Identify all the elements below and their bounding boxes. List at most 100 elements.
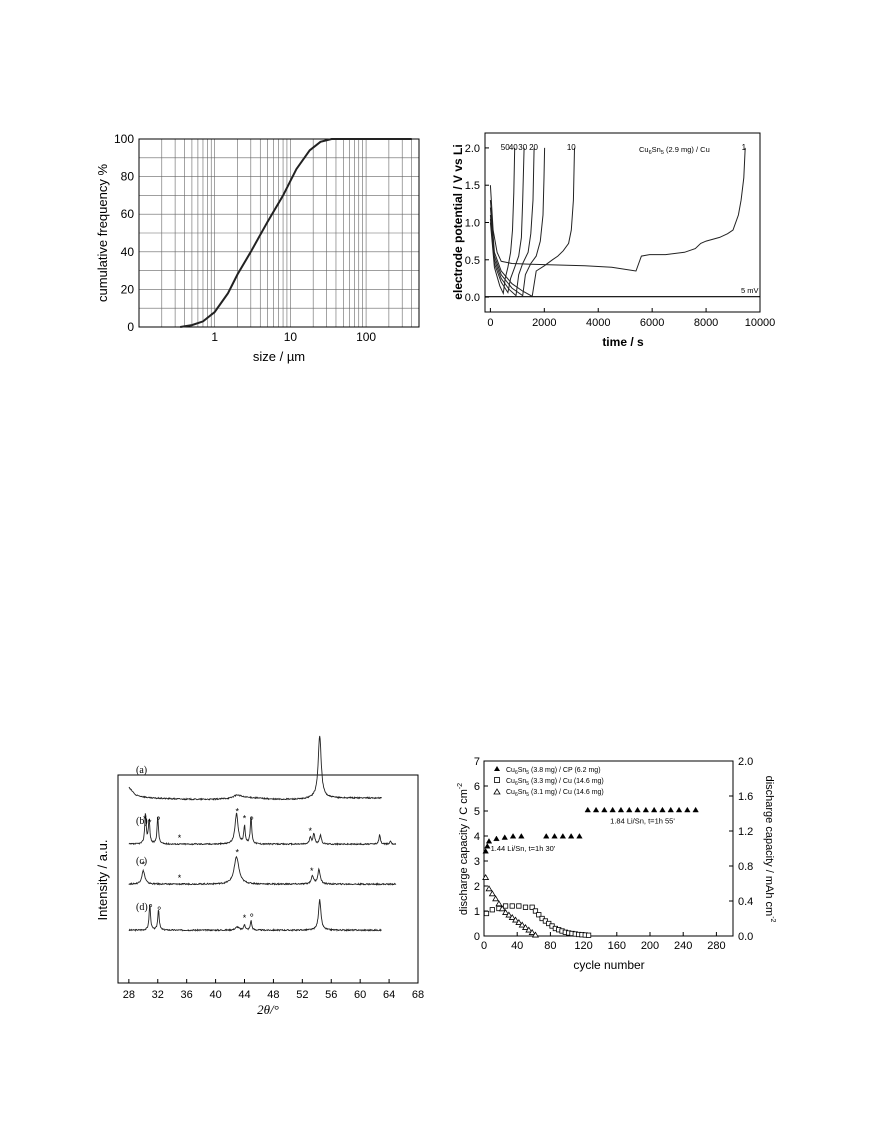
capacity-points [482, 806, 699, 938]
legend-open-triangle [493, 788, 501, 795]
diffraction-patterns: (a)(b)* * °*** °*(c)****(d) ° °* ° [128, 735, 397, 932]
x-tick-label: 80 [544, 940, 556, 952]
x-tick-label: 8000 [694, 317, 718, 329]
y-tick-label: 1.5 [465, 180, 480, 192]
filled-triangle-point [601, 806, 608, 813]
xrd-pattern [128, 899, 382, 932]
y-tick-label: 0.5 [465, 255, 480, 267]
filled-triangle-point [584, 806, 591, 813]
x-axis-label: 2θ/° [257, 1002, 279, 1017]
star-marker: * [236, 807, 240, 817]
annotations: 1.44 Li/Sn, t=1h 30' 1.84 Li/Sn, t=1h 55' [491, 817, 676, 854]
y-tick-label: 7 [474, 756, 480, 768]
circle-marker: ° [250, 815, 254, 827]
open-square-point [522, 904, 529, 910]
y-axis-label: electrode potential / V vs Li [451, 144, 465, 299]
open-triangle-point [515, 918, 523, 925]
legend-filled-triangle [494, 766, 500, 771]
x-tick-label: 240 [674, 940, 692, 952]
open-triangle-point [488, 890, 496, 897]
pattern-label: (d) [136, 902, 148, 913]
filled-triangle-point [543, 833, 550, 839]
cycle-label: 10 [567, 143, 576, 152]
star-marker: * [236, 848, 240, 858]
y2-tick-label: 1.6 [738, 791, 753, 803]
y-tick-label: 3 [474, 856, 480, 868]
open-square-point [532, 908, 539, 914]
x-tick-label: 56 [325, 989, 337, 1001]
xrd-pattern [128, 735, 383, 801]
x-tick-label: 52 [296, 989, 308, 1001]
pattern-label: (a) [136, 765, 147, 776]
x-tick-label: 44 [238, 989, 250, 1001]
star-marker: * [142, 860, 146, 870]
legend-entry-2: Cu6Sn5 (3.3 mg) / Cu (14.6 mg) [506, 778, 604, 787]
x-tick-label: 40 [511, 940, 523, 952]
open-square-point [529, 904, 535, 910]
y2-tick-label: 0.4 [738, 896, 753, 908]
y-tick-label: 2 [474, 881, 480, 893]
plot-frame [117, 774, 419, 984]
xrd-pattern [128, 812, 397, 846]
open-triangle-point [485, 885, 493, 892]
filled-triangle-point [509, 833, 517, 839]
star-marker: * [243, 814, 247, 824]
y2-tick-label: 1.2 [738, 826, 753, 838]
filled-triangle-point [518, 833, 525, 839]
y-tick-label: 6 [474, 781, 480, 793]
y-tick-label: 0 [127, 320, 134, 334]
y-tick-label: 5 [474, 806, 480, 818]
cycle-10-curve [489, 147, 575, 298]
cycle-label: 1 [742, 143, 747, 152]
open-triangle-point [495, 900, 503, 907]
open-square-point [585, 932, 592, 938]
cutoff-label: 5 mV [741, 286, 759, 295]
filled-triangle-point [692, 806, 699, 813]
y-tick-label: 100 [114, 132, 134, 146]
legend-open-square [494, 777, 500, 783]
y-tick-label: 1 [474, 906, 480, 918]
open-triangle-point [492, 895, 500, 902]
cycle-labels: 50 40 30 20 10 1 [501, 143, 747, 152]
y-axis-label: cumulative frequency % [95, 164, 110, 302]
filled-triangle-point [482, 848, 489, 854]
open-triangle-point [498, 905, 506, 912]
circle-marker: ° [250, 912, 254, 924]
y-tick-label: 0 [474, 931, 480, 943]
star-marker: * [310, 866, 314, 876]
filled-triangle-point [659, 806, 666, 813]
legend: Cu6Sn5 (3.8 mg) / CP (6.2 mg) Cu6Sn5 (3.… [493, 766, 604, 798]
x-axis-label: size / µm [253, 349, 305, 364]
filled-triangle-point [609, 806, 616, 813]
x-tick-label: 6000 [640, 317, 664, 329]
open-square-point [489, 907, 495, 913]
cycle-label: 30 [518, 143, 527, 152]
cycle-20-curve [489, 147, 546, 297]
x-tick-label: 32 [152, 989, 164, 1001]
y-tick-label: 1.0 [465, 218, 480, 230]
axis-ticks: 0 40 80 120 160 200 240 280 0 1 2 3 4 5 6 7 0.0 0.4 0.8 1.2… [474, 756, 753, 952]
x-tick-label: 0 [481, 940, 487, 952]
x-axis-label: cycle number [573, 958, 644, 972]
x-tick-label: 64 [383, 989, 395, 1001]
x-tick-label: 28 [123, 989, 135, 1001]
plot-frame [483, 760, 734, 937]
x-tick-label: 0 [487, 317, 493, 329]
open-triangle-point [512, 916, 520, 923]
filled-triangle-point [501, 834, 508, 840]
open-square-point [509, 903, 515, 909]
y-tick-label: 40 [121, 245, 135, 259]
circle-marker: ° [148, 903, 152, 915]
filled-triangle-point [576, 833, 583, 839]
star-marker: * [178, 873, 182, 883]
axis-ticks: 28 32 36 40 44 48 52 56 60 64 68 [123, 979, 424, 1001]
cycle-label: 20 [529, 143, 538, 152]
x-tick-label: 36 [181, 989, 193, 1001]
filled-triangle-point [559, 833, 566, 839]
filled-triangle-point [484, 843, 491, 849]
x-axis-label: time / s [602, 335, 644, 349]
